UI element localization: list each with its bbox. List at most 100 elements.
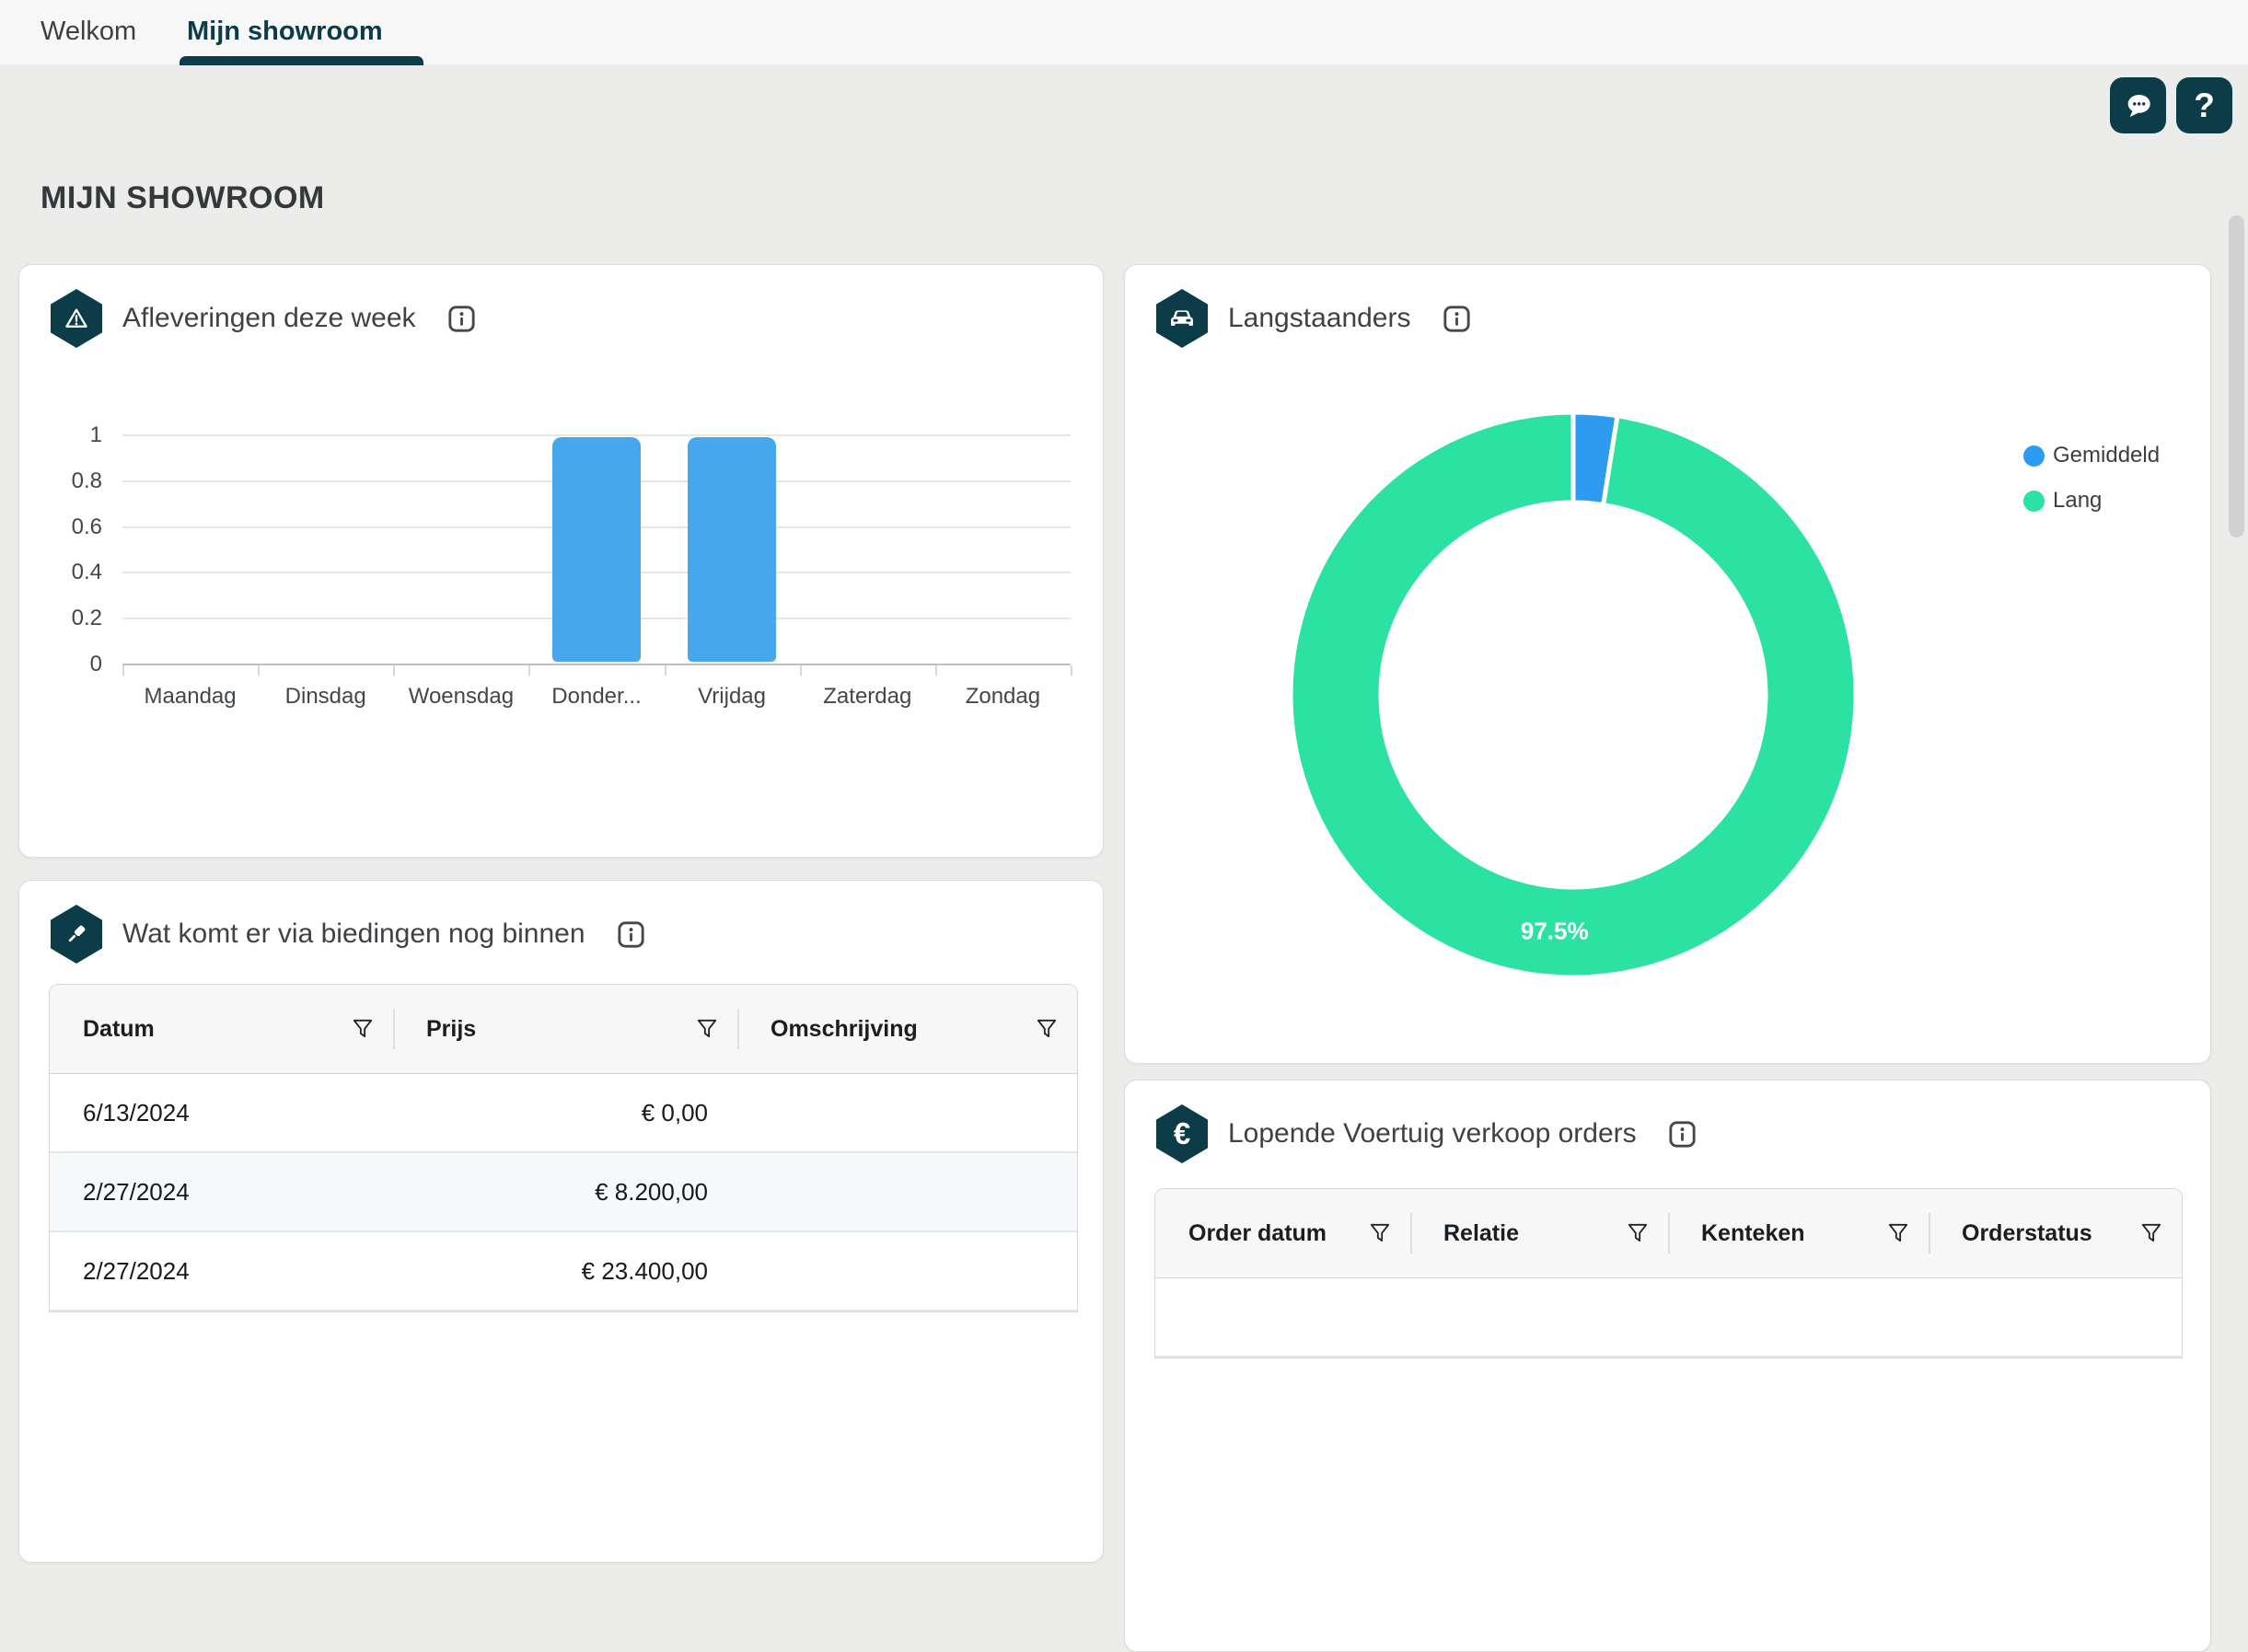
active-tab-underline xyxy=(180,56,423,65)
column-header-prijs: Prijs xyxy=(393,985,737,1073)
legend-dot-blue xyxy=(2023,445,2045,467)
donut-legend: Gemiddeld Lang xyxy=(2023,443,2160,514)
x-axis-tick xyxy=(393,665,396,676)
card-lopende-orders: € Lopende Voertuig verkoop orders Order … xyxy=(1124,1080,2211,1652)
card-biedingen: Wat komt er via biedingen nog binnen Dat… xyxy=(18,880,1104,1563)
column-header-omschrijving: Omschrijving xyxy=(737,985,1077,1073)
euro-icon: € xyxy=(1156,1104,1208,1163)
x-axis-tick xyxy=(1071,665,1072,676)
tab-welkom[interactable]: Welkom xyxy=(41,17,137,46)
tab-bar: Welkom Mijn showroom xyxy=(0,0,2248,65)
speech-bubble-icon xyxy=(2123,90,2154,121)
y-tick-label: 0.2 xyxy=(71,606,102,631)
column-label: Order datum xyxy=(1188,1219,1327,1246)
table-row[interactable]: 2/27/2024 € 8.200,00 xyxy=(50,1153,1077,1232)
card-afleveringen: Afleveringen deze week 0 0.2 0.4 0.6 0.8 1 Maa… xyxy=(18,264,1104,858)
x-axis-tick xyxy=(799,665,802,676)
legend-item-lang: Lang xyxy=(2023,488,2160,514)
column-label: Relatie xyxy=(1443,1219,1519,1246)
card-header: Langstaanders xyxy=(1156,289,1471,348)
legend-item-gemiddeld: Gemiddeld xyxy=(2023,443,2160,468)
bar-Donder... xyxy=(552,437,641,662)
x-category-label: Dinsdag xyxy=(284,684,366,709)
column-label: Orderstatus xyxy=(1962,1219,2092,1246)
x-category-label: Zondag xyxy=(965,684,1041,709)
column-label: Omschrijving xyxy=(771,1015,918,1042)
gavel-icon xyxy=(51,905,102,964)
x-category-label: Maandag xyxy=(144,684,237,709)
lopende-orders-table: Order datum Relatie Kenteken Orderstatus xyxy=(1154,1188,2183,1358)
x-axis-line xyxy=(122,664,1071,665)
x-axis-tick xyxy=(664,665,666,676)
page-title: MIJN SHOWROOM xyxy=(41,180,325,215)
column-header-kenteken: Kenteken xyxy=(1668,1189,1929,1277)
info-icon[interactable] xyxy=(447,305,476,333)
gridline xyxy=(122,434,1071,436)
card-title: Langstaanders xyxy=(1228,303,1411,333)
table-row[interactable] xyxy=(1155,1278,2182,1357)
filter-icon[interactable] xyxy=(2139,1221,2163,1245)
cell-prijs: € 0,00 xyxy=(641,1098,708,1126)
biedingen-table: Datum Prijs Omschrijving 6/13/2024 € 0,0… xyxy=(49,984,1078,1312)
column-header-relatie: Relatie xyxy=(1410,1189,1668,1277)
info-icon[interactable] xyxy=(1443,305,1471,333)
donut-label: 97.5% xyxy=(1520,917,1589,945)
help-button[interactable]: ? xyxy=(2176,77,2232,133)
card-langstaanders: Langstaanders 97.5% Gemiddeld Lang xyxy=(1124,264,2211,1064)
x-axis-tick xyxy=(528,665,531,676)
legend-dot-green xyxy=(2023,490,2045,512)
tab-mijn-showroom[interactable]: Mijn showroom xyxy=(187,17,383,46)
x-category-label: Zaterdag xyxy=(823,684,912,709)
x-axis-tick xyxy=(934,665,937,676)
donut-slice-lang xyxy=(1288,410,1859,980)
card-title: Wat komt er via biedingen nog binnen xyxy=(122,918,585,949)
filter-icon[interactable] xyxy=(695,1017,719,1041)
table-header-row: Datum Prijs Omschrijving xyxy=(50,985,1077,1074)
card-title: Lopende Voertuig verkoop orders xyxy=(1228,1118,1637,1149)
filter-icon[interactable] xyxy=(351,1017,375,1041)
cell-datum: 2/27/2024 xyxy=(83,1256,190,1285)
legend-label: Lang xyxy=(2053,488,2103,513)
y-tick-label: 0.4 xyxy=(71,560,102,585)
chat-button[interactable] xyxy=(2110,77,2166,133)
column-label: Datum xyxy=(83,1015,155,1042)
card-title: Afleveringen deze week xyxy=(122,303,416,333)
x-axis-tick xyxy=(258,665,261,676)
column-label: Kenteken xyxy=(1701,1219,1805,1246)
info-icon[interactable] xyxy=(617,920,645,949)
card-header: Wat komt er via biedingen nog binnen xyxy=(51,905,645,964)
table-row[interactable]: 6/13/2024 € 0,00 xyxy=(50,1074,1077,1153)
column-header-order-datum: Order datum xyxy=(1155,1189,1410,1277)
cell-datum: 2/27/2024 xyxy=(83,1177,190,1206)
filter-icon[interactable] xyxy=(1886,1221,1910,1245)
x-category-label: Donder... xyxy=(551,684,642,709)
filter-icon[interactable] xyxy=(1626,1221,1650,1245)
column-label: Prijs xyxy=(426,1015,477,1042)
y-tick-label: 0.6 xyxy=(71,514,102,539)
y-tick-label: 0.8 xyxy=(71,468,102,493)
x-category-label: Vrijdag xyxy=(698,684,766,709)
info-icon[interactable] xyxy=(1668,1120,1697,1149)
table-row[interactable]: 2/27/2024 € 23.400,00 xyxy=(50,1232,1077,1311)
cell-datum: 6/13/2024 xyxy=(83,1098,190,1126)
x-axis-tick xyxy=(122,665,124,676)
column-header-orderstatus: Orderstatus xyxy=(1929,1189,2182,1277)
y-tick-label: 0 xyxy=(89,652,102,676)
bar-chart: 0 0.2 0.4 0.6 0.8 1 Maandag Dinsdag Woensdag Dond… xyxy=(19,265,1103,857)
cell-prijs: € 8.200,00 xyxy=(595,1177,708,1206)
filter-icon[interactable] xyxy=(1368,1221,1392,1245)
card-header: Afleveringen deze week xyxy=(51,289,476,348)
y-tick-label: 1 xyxy=(89,422,102,447)
car-icon xyxy=(1156,289,1208,348)
cell-prijs: € 23.400,00 xyxy=(581,1256,708,1285)
column-header-datum: Datum xyxy=(50,985,393,1073)
card-header: € Lopende Voertuig verkoop orders xyxy=(1156,1104,1697,1163)
table-header-row: Order datum Relatie Kenteken Orderstatus xyxy=(1155,1189,2182,1278)
vertical-scrollbar-thumb[interactable] xyxy=(2229,215,2244,537)
legend-label: Gemiddeld xyxy=(2053,443,2161,468)
bar-Vrijdag xyxy=(688,437,776,662)
filter-icon[interactable] xyxy=(1035,1017,1059,1041)
x-category-label: Woensdag xyxy=(408,684,515,709)
donut-chart: 97.5% xyxy=(1279,400,1868,989)
